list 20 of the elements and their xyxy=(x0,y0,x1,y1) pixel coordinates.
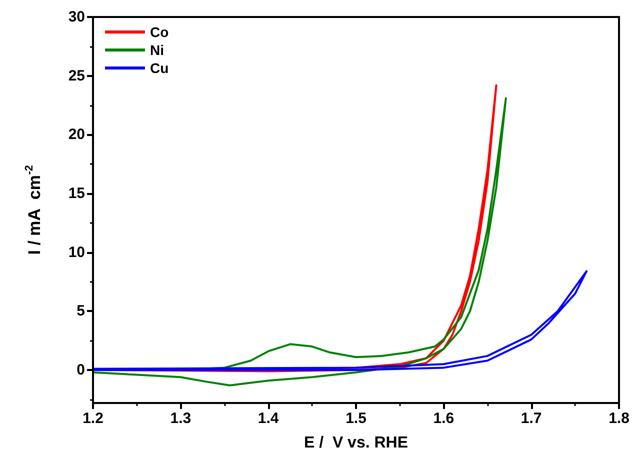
x-tick-label: 1.7 xyxy=(520,410,542,427)
y-tick-label: 5 xyxy=(76,302,85,320)
y-tick-label: 15 xyxy=(68,185,85,202)
y-tick-label: 30 xyxy=(68,8,85,26)
legend-label: Co xyxy=(150,24,169,40)
y-axis-title: I / mA cm-2 xyxy=(24,164,44,255)
x-tick-label: 1.2 xyxy=(82,410,104,427)
x-tick-label: 1.8 xyxy=(608,410,630,427)
y-tick-label: 25 xyxy=(68,67,85,84)
x-tick-label: 1.6 xyxy=(433,410,454,427)
legend-label: Cu xyxy=(150,60,169,76)
x-tick-label: 1.5 xyxy=(346,410,366,427)
y-tick-label: 10 xyxy=(68,244,85,261)
x-axis-title: E / V vs. RHE xyxy=(304,434,408,452)
legend-label: Ni xyxy=(150,42,164,58)
y-tick-label: 0 xyxy=(76,362,85,379)
line-series xyxy=(92,270,588,372)
x-tick-label: 1.4 xyxy=(258,410,280,427)
y-tick-label: 20 xyxy=(68,126,85,144)
x-tick-label: 1.3 xyxy=(170,410,192,427)
